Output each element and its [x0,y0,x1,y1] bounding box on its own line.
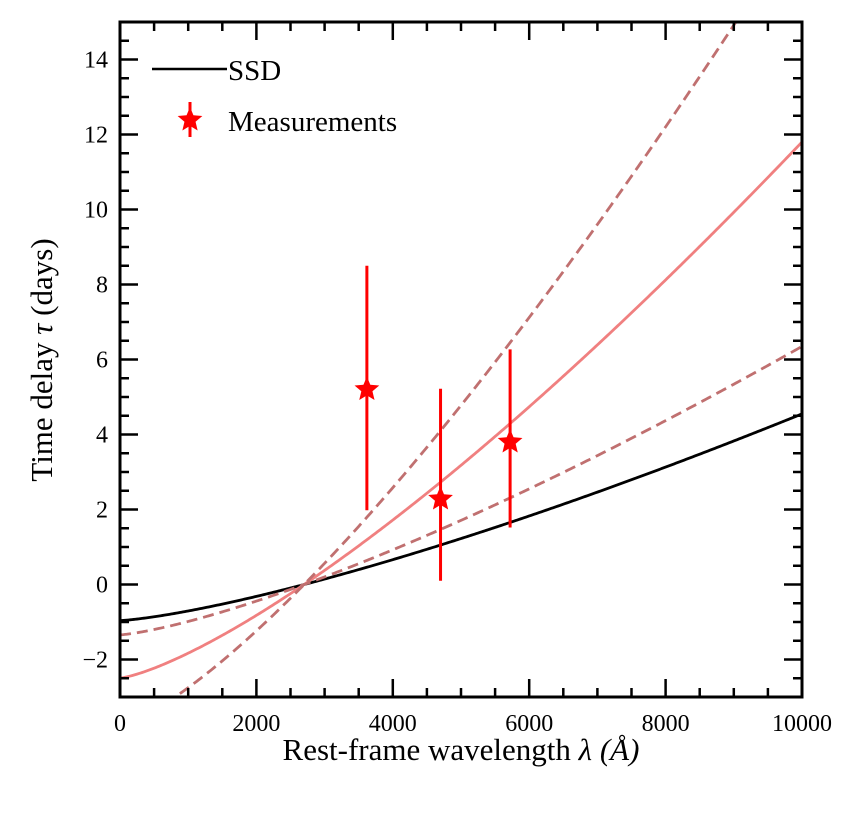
measurement-point [354,265,380,511]
legend-measurements-label: Measurements [228,106,397,138]
x-tick-label: 8000 [642,711,690,737]
legend-star-icon [177,107,203,131]
x-tick-labels: 0 2000 4000 6000 8000 10000 [114,711,832,737]
y-axis-label-symbol: τ [24,322,59,335]
measurement-point [497,349,523,528]
measurements-layer [354,265,523,581]
legend-ssd-label: SSD [228,55,281,87]
series-line-2 [120,345,802,637]
star-marker-1 [428,486,453,510]
y-tick-label: −2 [82,648,108,674]
legend: SSD Measurements [152,55,397,138]
star-marker-0 [354,376,380,401]
x-axis-label-text: Rest-frame wavelength [283,732,572,767]
y-tick-labels: −2 0 2 4 6 8 10 12 14 [82,48,108,674]
x-tick-label: 10000 [772,711,832,737]
y-tick-label: 12 [84,123,108,149]
y-tick-label: 2 [96,498,108,524]
ticks-layer [118,20,804,699]
x-tick-label: 0 [114,711,126,737]
star-marker-2 [497,429,523,453]
measurement-point [428,388,453,581]
y-axis-label: Time delay τ (days) [24,238,59,481]
y-tick-label: 0 [96,573,108,599]
y-tick-label: 10 [84,198,108,224]
y-tick-label: 8 [96,273,108,299]
y-tick-label: 14 [84,48,108,74]
curves-layer [120,22,802,697]
plot-frame [118,20,804,699]
x-tick-label: 4000 [369,711,417,737]
x-axis-label: Rest-frame wavelength λ (Å) [283,732,640,767]
legend-measurements-marker [177,102,203,137]
x-tick-label: 6000 [505,711,553,737]
y-tick-label: 4 [96,423,108,449]
x-tick-label: 2000 [232,711,280,737]
y-axis-label-unit: (days) [24,238,59,315]
y-tick-label: 6 [96,348,108,374]
series-line-3 [172,22,738,697]
x-axis-label-symbol: λ [578,732,592,767]
series-line-0 [120,412,802,622]
series-line-1 [120,141,802,680]
x-axis-label-unit: (Å) [600,732,640,767]
y-axis-label-text: Time delay [24,342,59,482]
